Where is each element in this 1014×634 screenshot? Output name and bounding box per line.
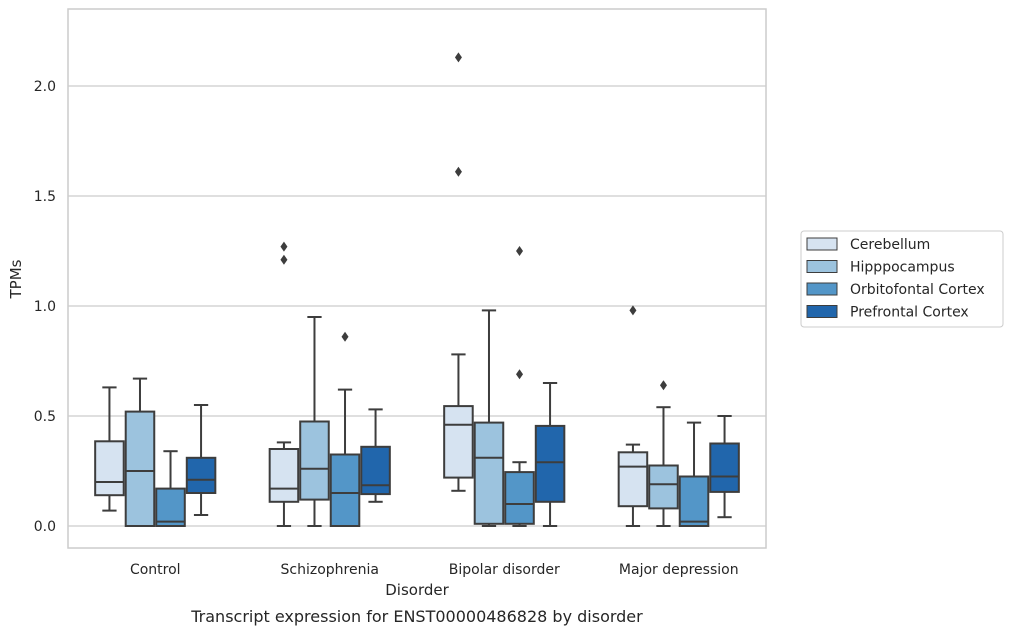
plot-area [68,9,766,548]
box-prefrontal-cortex-bipolar-disorder [534,382,566,527]
outlier-point [516,246,524,256]
legend-label: Orbitofontal Cortex [850,282,985,298]
x-tick-label: Schizophrenia [281,562,379,578]
y-tick-label: 2.0 [34,79,56,95]
box-hipppocampus-major-depression [648,380,679,527]
y-tick-label: 1.5 [34,189,56,205]
box-body [709,442,740,493]
box-body [678,475,710,527]
legend-frame [800,230,1004,328]
box-body [124,410,156,528]
outlier-point [629,305,637,316]
legend-label: Cerebellum [850,237,930,253]
box-body [155,487,186,528]
box-body [473,421,505,525]
box-cerebellum-major-depression [617,305,649,527]
box-body [185,456,217,494]
outlier-point [280,254,288,265]
legend-swatch [806,237,838,251]
legend-items: Cerebellum Hipppocampus Orbitofontal Corte… [806,237,985,321]
x-tick-label: Major depression [619,562,739,578]
y-tick-label: 0.0 [34,519,56,535]
box-body [617,451,649,508]
box-body [504,471,535,525]
y-axis-ticks: 0.0 0.5 1.0 1.5 2.0 [34,79,56,535]
box-cerebellum-control [94,386,125,512]
box-body [648,464,679,510]
box-prefrontal-cortex-major-depression [709,415,740,519]
legend: Cerebellum Hipppocampus Orbitofontal Corte… [800,230,1004,328]
box-body [329,453,361,527]
box-orbitofontal-cortex-control [155,450,186,528]
plot-frame [67,8,767,549]
box-cerebellum-schizophrenia [268,241,300,527]
legend-label: Hipppocampus [850,260,955,276]
x-axis-label: Disorder [385,581,449,599]
outlier-point [454,52,462,63]
outlier-point [659,380,667,391]
x-tick-label: Bipolar disorder [449,562,560,578]
box-prefrontal-cortex-control [185,404,217,516]
box-body [360,445,391,496]
box-body [443,405,474,479]
legend-swatch [806,282,838,296]
box-orbitofontal-cortex-schizophrenia [329,331,361,527]
box-groups [94,52,740,528]
y-axis-label: TPMs [7,259,25,299]
legend-label: Prefrontal Cortex [850,305,969,321]
x-tick-label: Control [130,562,181,578]
outlier-point [280,241,288,252]
box-hipppocampus-control [124,377,156,528]
chart-caption: Transcript expression for ENST0000048682… [190,607,643,626]
box-orbitofontal-cortex-bipolar-disorder [504,246,535,527]
y-tick-label: 1.0 [34,299,56,315]
box-cerebellum-bipolar-disorder [443,52,474,492]
box-body [268,448,300,503]
box-body [534,424,566,503]
box-body [299,420,330,501]
box-prefrontal-cortex-schizophrenia [360,408,391,503]
outlier-point [454,166,462,177]
box-hipppocampus-schizophrenia [299,316,330,527]
box-hipppocampus-bipolar-disorder [473,309,505,527]
outlier-point [516,369,524,380]
box-body [94,440,125,497]
legend-swatch [806,305,838,318]
outlier-point [341,331,349,342]
legend-swatch [806,260,838,273]
y-tick-label: 0.5 [34,409,56,425]
x-axis-ticks: Control Schizophrenia Bipolar disorder Majo… [130,562,739,578]
box-orbitofontal-cortex-major-depression [678,421,710,527]
